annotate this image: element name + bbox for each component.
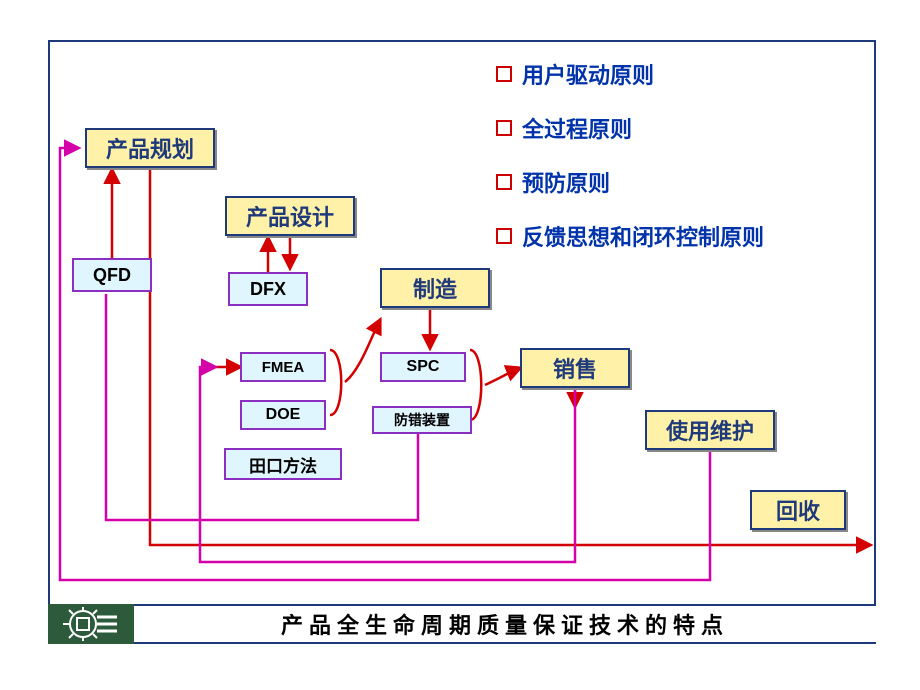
bullet-text: 反馈思想和闭环控制原则 — [522, 220, 764, 252]
bullet-marker-icon — [496, 228, 512, 244]
node-dfx: DFX — [228, 272, 308, 306]
bullet-item: 用户驱动原则 — [496, 58, 764, 90]
footer-bar: 产品全生命周期质量保证技术的特点 — [48, 604, 876, 644]
footer-title-text: 产品全生命周期质量保证技术的特点 — [281, 608, 729, 640]
node-qfd: QFD — [72, 258, 152, 292]
node-poka: 防错装置 — [372, 406, 472, 434]
bullet-item: 预防原则 — [496, 166, 764, 198]
bullet-marker-icon — [496, 174, 512, 190]
node-recycle: 回收 — [750, 490, 846, 530]
logo-icon — [48, 604, 134, 644]
node-sales: 销售 — [520, 348, 630, 388]
bullet-text: 全过程原则 — [522, 112, 632, 144]
bullet-item: 反馈思想和闭环控制原则 — [496, 220, 764, 252]
node-doe: DOE — [240, 400, 326, 430]
footer-title: 产品全生命周期质量保证技术的特点 — [134, 604, 876, 644]
node-maint: 使用维护 — [645, 410, 775, 450]
node-fmea: FMEA — [240, 352, 326, 382]
bullet-marker-icon — [496, 66, 512, 82]
bullet-text: 用户驱动原则 — [522, 58, 654, 90]
node-spc: SPC — [380, 352, 466, 382]
node-mfg: 制造 — [380, 268, 490, 308]
principles-list: 用户驱动原则全过程原则预防原则反馈思想和闭环控制原则 — [496, 58, 764, 274]
node-plan: 产品规划 — [85, 128, 215, 168]
bullet-text: 预防原则 — [522, 166, 610, 198]
slide-stage: 产品规划产品设计制造销售使用维护回收 QFD DFX FMEA DOE 田口方法 SPC 防错… — [0, 0, 920, 690]
node-design: 产品设计 — [225, 196, 355, 236]
bullet-item: 全过程原则 — [496, 112, 764, 144]
bullet-marker-icon — [496, 120, 512, 136]
node-taguchi: 田口方法 — [224, 448, 342, 480]
